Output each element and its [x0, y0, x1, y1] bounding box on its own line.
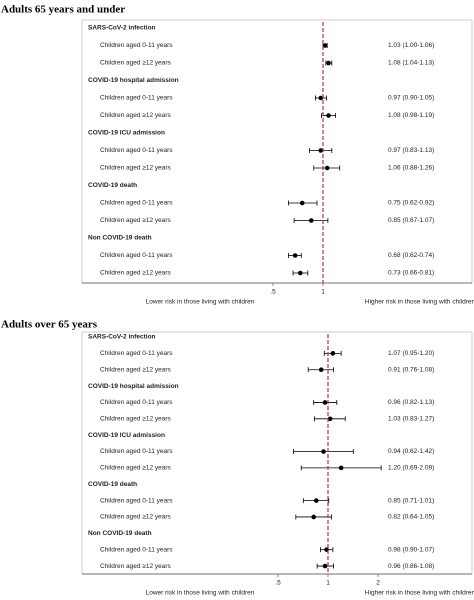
group-heading: COVID-19 hospital admission [88, 383, 179, 390]
panel-title: Adults over 65 years [1, 319, 98, 331]
point-estimate [318, 95, 324, 101]
row-label: Children aged 0-11 years [100, 95, 173, 102]
row-label: Children aged 0-11 years [100, 546, 173, 553]
row-label: Children aged ≥12 years [100, 60, 172, 67]
x-tick-label: 1 [326, 580, 330, 587]
group-heading: COVID-19 ICU admission [88, 130, 165, 137]
value-label: 1.03 (1.00-1.06) [388, 42, 434, 49]
point-estimate [308, 218, 314, 223]
value-label: 1.07 (0.95-1.20) [388, 350, 434, 357]
row-label: Children aged ≥12 years [100, 465, 172, 472]
row-label: Children aged ≥12 years [100, 514, 172, 521]
row-label: Children aged ≥12 years [100, 563, 172, 570]
value-label: 0.94 (0.62-1.42) [388, 448, 434, 455]
row-label: Children aged 0-11 years [100, 252, 173, 259]
group-heading: SARS-CoV-2 infection [88, 334, 156, 341]
point-estimate [330, 351, 336, 356]
point-estimate [318, 148, 324, 153]
value-label: 0.96 (0.86-1.08) [388, 563, 434, 570]
group-heading: Non COVID-19 death [88, 235, 152, 242]
point-estimate [318, 367, 324, 373]
x-tick-label: .5 [275, 580, 281, 587]
row-label: Children aged 0-11 years [100, 448, 173, 455]
x-tick-label: .5 [270, 289, 276, 296]
point-estimate [338, 465, 344, 471]
value-label: 1.08 (0.98-1.19) [388, 112, 434, 119]
row-label: Children aged ≥12 years [100, 112, 172, 119]
x-tick-label: 1 [321, 289, 325, 296]
group-heading: COVID-19 ICU admission [88, 432, 165, 439]
point-estimate [299, 200, 305, 206]
value-label: 0.73 (0.66-0.81) [388, 270, 434, 277]
row-label: Children aged ≥12 years [100, 165, 172, 172]
point-estimate [322, 563, 328, 569]
point-estimate [292, 253, 298, 258]
point-estimate [326, 113, 331, 118]
value-label: 0.82 (0.64-1.05) [388, 514, 434, 521]
point-estimate [297, 270, 303, 276]
group-heading: COVID-19 hospital admission [88, 77, 179, 84]
value-label: 1.03 (0.83-1.27) [388, 416, 434, 423]
point-estimate [322, 400, 328, 405]
point-estimate [322, 43, 328, 48]
point-estimate [326, 60, 331, 66]
value-label: 1.06 (0.88-1.26) [388, 165, 434, 172]
value-label: 1.08 (1.04-1.13) [388, 60, 434, 67]
left-annotation: Lower risk in those living with children [146, 299, 255, 306]
right-annotation: Higher risk in those living with childre… [365, 590, 474, 597]
value-label: 0.91 (0.76-1.08) [388, 366, 434, 373]
value-label: 0.85 (0.67-1.07) [388, 217, 434, 224]
row-label: Children aged 0-11 years [100, 350, 173, 357]
row-label: Children aged 0-11 years [100, 200, 173, 207]
row-label: Children aged 0-11 years [100, 497, 173, 504]
panel-title: Adults 65 years and under [1, 4, 125, 16]
group-heading: Non COVID-19 death [88, 530, 152, 537]
value-label: 0.96 (0.82-1.13) [388, 399, 434, 406]
row-label: Children aged ≥12 years [100, 270, 172, 277]
row-label: Children aged 0-11 years [100, 42, 173, 49]
value-label: 0.98 (0.90-1.07) [388, 546, 434, 553]
row-label: Children aged 0-11 years [100, 147, 173, 154]
point-estimate [324, 165, 330, 171]
row-label: Children aged ≥12 years [100, 366, 172, 373]
group-heading: SARS-CoV-2 infection [88, 25, 156, 32]
group-heading: COVID-19 death [88, 182, 137, 189]
row-label: Children aged ≥12 years [100, 217, 172, 224]
left-annotation: Lower risk in those living with children [146, 590, 255, 597]
value-label: 0.68 (0.62-0.74) [388, 252, 434, 259]
value-label: 0.97 (0.90-1.05) [388, 95, 434, 102]
value-label: 1.20 (0.69-2.09) [388, 465, 434, 472]
row-label: Children aged 0-11 years [100, 399, 173, 406]
row-label: Children aged ≥12 years [100, 416, 172, 423]
point-estimate [311, 514, 316, 520]
value-label: 0.97 (0.83-1.13) [388, 147, 434, 154]
value-label: 0.85 (0.71-1.01) [388, 497, 434, 504]
x-tick-label: 2 [376, 580, 380, 587]
point-estimate [313, 498, 319, 503]
value-label: 0.75 (0.62-0.92) [388, 200, 434, 207]
group-heading: COVID-19 death [88, 481, 137, 488]
point-estimate [321, 449, 326, 454]
point-estimate [327, 416, 333, 422]
right-annotation: Higher risk in those living with childre… [365, 299, 474, 306]
